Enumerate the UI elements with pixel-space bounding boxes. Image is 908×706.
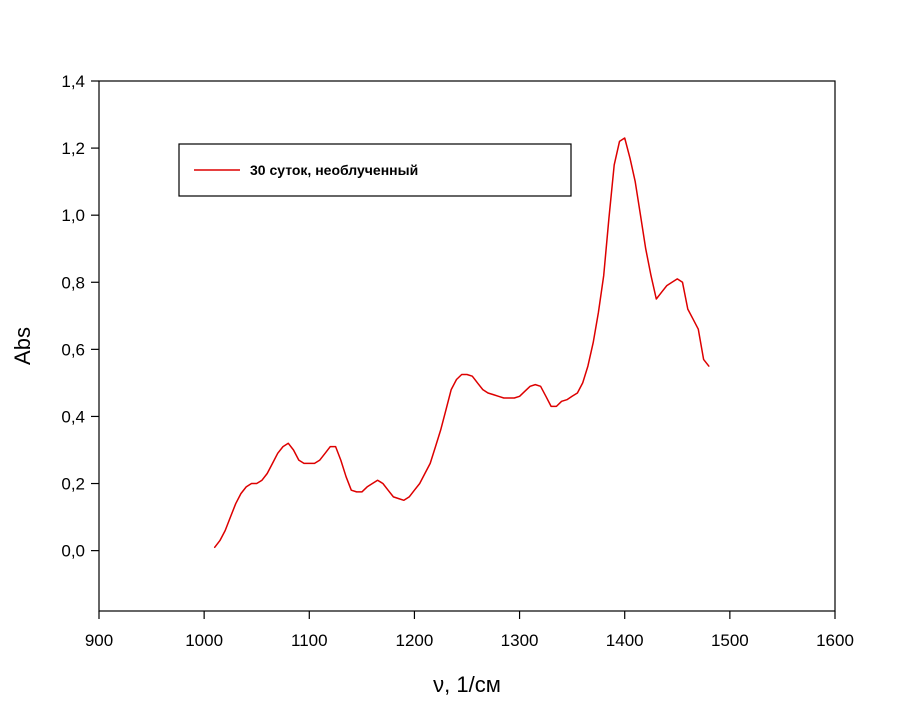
x-tick-label: 1600	[816, 631, 854, 650]
y-tick-label: 0,2	[61, 475, 85, 494]
x-tick-label: 900	[85, 631, 113, 650]
x-tick-label: 1000	[185, 631, 223, 650]
legend-box	[178, 143, 572, 197]
x-tick-label: 1300	[501, 631, 539, 650]
y-tick-label: 1,4	[61, 72, 85, 91]
y-tick-label: 1,2	[61, 139, 85, 158]
plot-frame	[98, 80, 836, 612]
y-tick-label: 0,4	[61, 407, 85, 426]
x-tick-label: 1100	[291, 631, 328, 650]
x-axis-ticks: 900 1000 1100 1200 1300 1400 1500 1600	[85, 611, 854, 650]
y-axis-title: Abs	[10, 327, 35, 365]
y-tick-label: 0,8	[61, 273, 85, 292]
x-tick-label: 1500	[711, 631, 749, 650]
legend-label: 30 суток, необлученный	[250, 162, 418, 178]
legend: 30 суток, необлученный	[178, 143, 572, 197]
y-tick-label: 0,6	[61, 340, 85, 359]
x-tick-label: 1200	[396, 631, 434, 650]
x-axis-title: ν, 1/см	[433, 672, 501, 697]
y-tick-label: 0,0	[61, 542, 85, 561]
series-layer	[213, 137, 710, 549]
y-tick-label: 1,0	[61, 206, 85, 225]
series-line-0	[213, 137, 710, 549]
y-axis-ticks: 0,0 0,2 0,4 0,6 0,8 1,0 1,2 1,4	[61, 72, 99, 561]
x-tick-label: 1400	[606, 631, 644, 650]
